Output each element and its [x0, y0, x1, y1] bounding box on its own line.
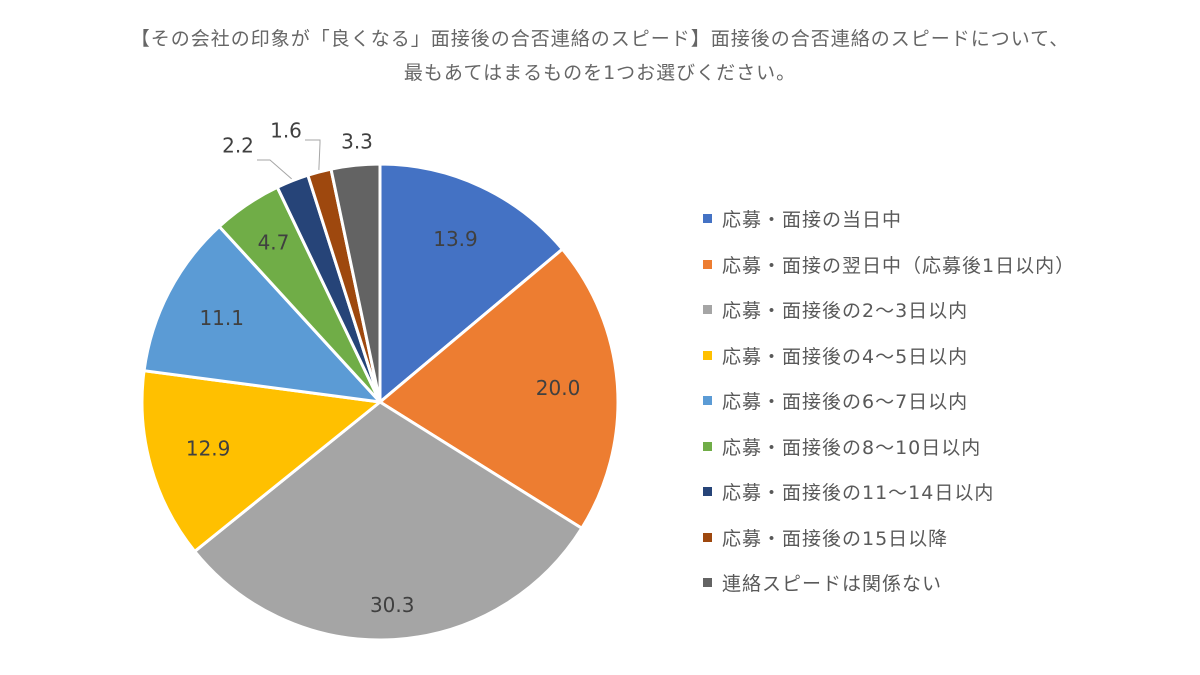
slice-label-9: 3.3	[341, 130, 373, 154]
slice-label-4: 12.9	[186, 437, 231, 461]
legend-item-6: 応募・面接後の8〜10日以内	[703, 424, 1075, 470]
pie-slice-4	[140, 369, 384, 554]
legend-item-5: 応募・面接後の6〜7日以内	[703, 378, 1075, 424]
legend-swatch	[703, 305, 712, 315]
legend-label: 応募・面接後の4〜5日以内	[722, 345, 969, 368]
legend-swatch	[703, 532, 712, 542]
chart-title-line-1: 【その会社の印象が「良くなる」面接後の合否連絡のスピード】面接後の合否連絡のスピ…	[130, 28, 1070, 50]
slice-label-1: 13.9	[433, 227, 478, 251]
pie-slice-5	[142, 224, 384, 405]
pie-slice-9	[329, 162, 382, 403]
legend-item-4: 応募・面接後の4〜5日以内	[703, 333, 1075, 379]
legend-swatch	[703, 487, 712, 497]
legend-swatch	[703, 578, 712, 588]
legend-item-1: 応募・面接の当日中	[703, 196, 1075, 242]
pie-slice-3	[192, 400, 584, 642]
chart-title: 【その会社の印象が「良くなる」面接後の合否連絡のスピード】面接後の合否連絡のスピ…	[0, 22, 1200, 90]
legend-item-7: 応募・面接後の11〜14日以内	[703, 469, 1075, 515]
legend-swatch	[703, 396, 712, 406]
pie-slice-1	[378, 162, 565, 406]
leader-line-8	[305, 139, 321, 170]
slice-label-5: 11.1	[199, 306, 244, 330]
legend-label: 応募・面接の翌日中（応募後1日以内）	[722, 254, 1076, 277]
legend-item-2: 応募・面接の翌日中（応募後1日以内）	[703, 242, 1075, 288]
legend-label: 応募・面接後の6〜7日以内	[722, 391, 969, 414]
slice-label-3: 30.3	[370, 593, 415, 617]
chart-legend: 応募・面接の当日中応募・面接の翌日中（応募後1日以内） 応募・面接後の2〜3日以内…	[703, 196, 1075, 606]
slice-label-8: 1.6	[270, 119, 302, 143]
pie-slice-2	[377, 247, 620, 531]
slice-label-2: 20.0	[536, 376, 581, 400]
slice-label-6: 4.7	[258, 231, 290, 255]
legend-swatch	[703, 259, 712, 269]
leader-line-7	[257, 159, 292, 180]
legend-label: 応募・面接後の15日以降	[722, 527, 949, 550]
legend-item-8: 応募・面接後の15日以降	[703, 515, 1075, 561]
legend-label: 連絡スピードは関係ない	[722, 573, 943, 596]
slice-label-7: 2.2	[222, 134, 254, 158]
legend-label: 応募・面接後の8〜10日以内	[722, 436, 982, 459]
legend-label: 応募・面接の当日中	[722, 209, 903, 232]
legend-swatch	[703, 350, 712, 360]
chart-title-line-2: 最もあてはまるものを1つお選びください。	[403, 62, 797, 84]
legend-label: 応募・面接後の2〜3日以内	[722, 300, 969, 323]
legend-label: 応募・面接後の11〜14日以内	[722, 482, 995, 505]
legend-swatch	[703, 441, 712, 451]
legend-swatch	[703, 214, 712, 224]
legend-item-3: 応募・面接後の2〜3日以内	[703, 287, 1075, 333]
legend-item-9: 連絡スピードは関係ない	[703, 560, 1075, 606]
